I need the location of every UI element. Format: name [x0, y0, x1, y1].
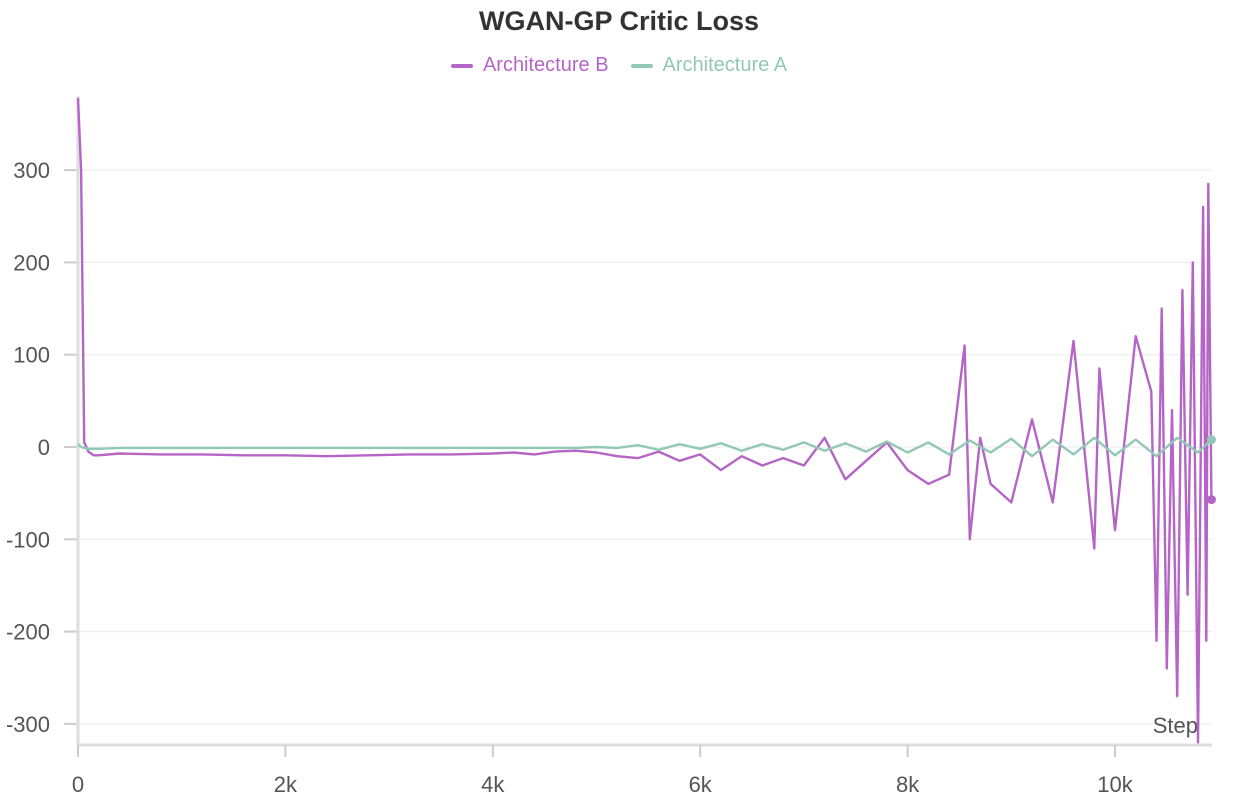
y-tick-label: 200	[13, 250, 50, 275]
series-end-marker	[1206, 435, 1216, 445]
y-tick-label: -200	[6, 620, 50, 645]
legend-swatch	[630, 63, 653, 68]
y-tick-label: -100	[6, 527, 50, 552]
x-tick-label: 0	[72, 772, 84, 797]
y-tick-label: 300	[13, 158, 50, 183]
legend-label: Architecture A	[662, 54, 788, 76]
x-axis-label: Step	[1153, 713, 1198, 738]
legend-label: Architecture B	[482, 54, 609, 76]
legend-item[interactable]: Architecture B	[450, 54, 609, 77]
x-tick-label: 10k	[1097, 772, 1133, 797]
series-end-marker	[1206, 495, 1216, 505]
chart-title: WGAN-GP Critic Loss	[478, 6, 760, 36]
legend-swatch	[450, 63, 473, 68]
x-tick-label: 4k	[481, 772, 505, 797]
x-tick-label: 8k	[896, 772, 920, 797]
x-tick-label: 2k	[274, 772, 298, 797]
y-tick-label: 0	[38, 435, 50, 460]
series-line-architecture-b	[76, 98, 1213, 744]
legend-item[interactable]: Architecture A	[630, 54, 788, 77]
y-tick-label: -300	[6, 712, 50, 737]
x-tick-label: 6k	[689, 772, 713, 797]
y-tick-label: 100	[13, 343, 50, 368]
legend: Architecture B Architecture A	[0, 54, 1238, 77]
series-line-architecture-a	[77, 436, 1213, 458]
